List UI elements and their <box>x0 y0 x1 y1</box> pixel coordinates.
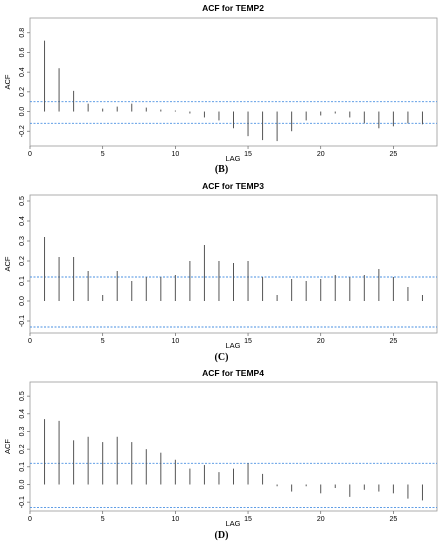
plot-frame <box>29 17 438 147</box>
y-tick-label: 0.3 <box>19 427 26 437</box>
x-tick-label: 20 <box>317 151 325 158</box>
x-tick-label: 15 <box>244 338 252 345</box>
x-tick-label: 10 <box>171 338 179 345</box>
y-tick-label: 0.3 <box>19 236 26 246</box>
y-tick-label: 0.5 <box>19 391 26 401</box>
acf-chart-temp2: ACF for TEMP2 -0.2 0.0 0.2 0.4 0.6 0.8 0 5 10 15 20… <box>3 3 438 163</box>
acf-panel-temp2: ACF for TEMP2 -0.2 0.0 0.2 0.4 0.6 0.8 0 5 10 15 20… <box>0 0 443 178</box>
y-tick-label: 0.4 <box>19 216 26 226</box>
y-axis-label: ACF <box>3 439 12 454</box>
x-tick-label: 25 <box>389 338 397 345</box>
panel-caption: (C) <box>214 352 229 363</box>
y-tick-label: 0.0 <box>19 107 26 117</box>
panel-caption: (B) <box>214 164 229 175</box>
panel-caption: (D) <box>214 530 229 541</box>
x-tick-label: 10 <box>171 151 179 158</box>
x-tick-label: 5 <box>101 338 105 345</box>
x-axis-label: LAG <box>225 154 240 162</box>
x-tick-label: 20 <box>317 338 325 345</box>
y-tick-label: -0.1 <box>19 315 26 327</box>
x-tick-label: 15 <box>244 516 252 523</box>
x-tick-label: 5 <box>101 516 105 523</box>
plot-frame <box>29 381 438 512</box>
x-axis-label: LAG <box>225 519 240 528</box>
x-tick-label: 0 <box>28 516 32 523</box>
x-tick-label: 25 <box>389 516 397 523</box>
x-tick-label: 15 <box>244 151 252 158</box>
x-tick-label: 10 <box>171 516 179 523</box>
y-tick-label: -0.2 <box>19 125 26 137</box>
plot-frame <box>29 194 438 334</box>
acf-panel-temp3: ACF for TEMP3 -0.1 0.0 0.1 0.2 0.3 0.4 0.5 0 5 10 1… <box>0 178 443 366</box>
y-tick-label: 0.0 <box>19 480 26 490</box>
x-tick-label: 5 <box>101 151 105 158</box>
y-tick-label: 0.2 <box>19 256 26 266</box>
x-tick-label: 0 <box>28 151 32 158</box>
y-tick-label: 0.1 <box>19 276 26 286</box>
x-axis-label: LAG <box>225 341 240 350</box>
x-tick-label: 25 <box>389 151 397 158</box>
acf-panel-temp4: ACF for TEMP4 -0.1 0.0 0.1 0.2 0.3 0.4 0.5 0 5 10 1… <box>0 366 443 550</box>
chart-title: ACF for TEMP3 <box>202 181 264 191</box>
chart-title: ACF for TEMP4 <box>202 368 264 378</box>
y-tick-label: -0.1 <box>19 496 26 508</box>
y-tick-label: 0.2 <box>19 444 26 454</box>
chart-title: ACF for TEMP2 <box>202 3 264 13</box>
y-axis-label: ACF <box>3 74 12 89</box>
y-tick-label: 0.6 <box>19 47 26 57</box>
x-tick-label: 20 <box>317 516 325 523</box>
acf-chart-temp3: ACF for TEMP3 -0.1 0.0 0.1 0.2 0.3 0.4 0.5 0 5 10 1… <box>3 181 438 350</box>
y-axis-label: ACF <box>3 256 12 271</box>
y-tick-label: 0.4 <box>19 67 26 77</box>
y-tick-label: 0.5 <box>19 196 26 206</box>
acf-chart-temp4: ACF for TEMP4 -0.1 0.0 0.1 0.2 0.3 0.4 0.5 0 5 10 1… <box>3 368 438 528</box>
y-tick-label: 0.1 <box>19 462 26 472</box>
y-tick-label: 0.8 <box>19 28 26 38</box>
x-tick-label: 0 <box>28 338 32 345</box>
y-tick-label: 0.0 <box>19 296 26 306</box>
y-tick-label: 0.4 <box>19 409 26 419</box>
y-tick-label: 0.2 <box>19 87 26 97</box>
